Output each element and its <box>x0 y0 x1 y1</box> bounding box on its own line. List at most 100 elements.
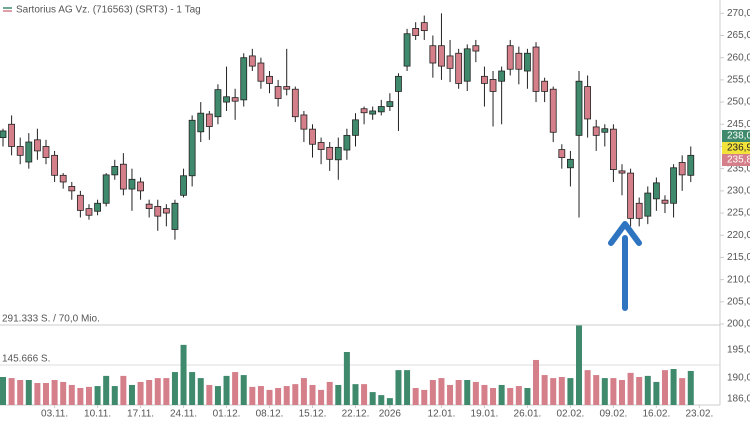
candle-body <box>652 182 660 200</box>
y-tick-label: 255,0 <box>727 75 750 86</box>
volume-bar <box>378 395 385 405</box>
volume-bar <box>421 389 428 405</box>
volume-bar <box>249 386 256 405</box>
candle-body <box>360 108 368 114</box>
candle-body <box>524 52 531 72</box>
volume-bar <box>85 386 92 405</box>
volume-bar <box>318 389 325 405</box>
candle-body <box>386 101 394 107</box>
candle-body <box>395 75 402 92</box>
volume-bar <box>343 352 350 405</box>
volume-axis-label: 190,0 <box>727 373 750 384</box>
volume-bar <box>94 386 101 405</box>
volume-bar <box>309 384 316 405</box>
arrow-head <box>608 221 642 246</box>
candle-body <box>352 119 359 136</box>
volume-bar <box>386 398 393 405</box>
y-tick-label: 225,0 <box>727 208 750 219</box>
x-tick-label: 24.11. <box>170 409 197 420</box>
volume-bar <box>661 370 668 405</box>
x-tick-label: 22.12. <box>342 409 370 420</box>
volume-bar <box>206 384 213 405</box>
volume-bar <box>163 378 170 405</box>
volume-bar <box>472 381 479 405</box>
x-tick-label: 10.11. <box>84 409 111 420</box>
candle-body <box>51 154 58 176</box>
volume-bar <box>223 375 230 405</box>
candle-body <box>145 203 153 210</box>
candle-body <box>532 46 540 92</box>
volume-bar <box>197 378 204 405</box>
candle-body <box>59 174 67 183</box>
volume-bar <box>154 378 161 405</box>
volume-bar <box>352 384 359 405</box>
volume-bar <box>653 381 660 405</box>
candle-body <box>541 80 549 92</box>
candle-body <box>403 33 411 67</box>
volume-bar <box>593 375 600 405</box>
volume-bar <box>68 384 75 405</box>
candle-body <box>455 52 463 84</box>
volume-bar <box>670 369 677 405</box>
candle-body <box>472 45 480 52</box>
candle-body <box>240 57 248 101</box>
volume-bar <box>515 386 522 405</box>
x-tick-label: 19.01. <box>471 409 499 420</box>
volume-bar <box>189 372 196 405</box>
candle-body <box>678 162 686 176</box>
candle-body <box>438 45 445 67</box>
price-marker <box>722 142 750 154</box>
volume-bar <box>51 380 58 405</box>
candle-body <box>343 134 351 151</box>
candle-body <box>326 146 334 160</box>
y-tick-label: 265,0 <box>727 30 750 41</box>
candle-body <box>25 141 33 163</box>
candle-body <box>188 119 196 177</box>
volume-bar <box>687 370 694 405</box>
volume-bar <box>361 384 368 405</box>
candle-body <box>592 126 600 136</box>
candle-body <box>42 146 50 158</box>
volume-bar <box>498 384 505 405</box>
volume-bar <box>455 380 462 405</box>
x-tick-label: 08.12. <box>256 409 284 420</box>
candle-body <box>377 106 385 113</box>
volume-bar <box>567 378 574 405</box>
volume-bar <box>326 381 333 405</box>
candle-body <box>94 202 101 212</box>
candle-body <box>498 70 506 82</box>
x-tick-label: 03.11. <box>41 409 68 420</box>
candle-body <box>180 175 187 196</box>
candle-body <box>205 113 213 127</box>
y-tick-label: 215,0 <box>727 252 750 263</box>
x-tick-label: 02.02. <box>557 409 585 420</box>
candle-body <box>16 146 24 156</box>
candle-body <box>283 86 291 90</box>
x-tick-label: 26.01. <box>514 409 542 420</box>
y-tick-label: 260,0 <box>727 52 750 63</box>
candle-body <box>515 52 523 70</box>
volume-bar <box>601 378 608 405</box>
volume-bar <box>266 389 273 405</box>
volume-bar <box>111 386 118 405</box>
candle-body <box>558 149 566 158</box>
candle-body <box>128 178 136 190</box>
volume-bar <box>335 384 342 405</box>
volume-bar <box>42 383 49 405</box>
candle-body <box>111 166 119 176</box>
candle-body <box>618 170 626 174</box>
candle-body <box>489 79 497 92</box>
candle-body <box>257 62 265 82</box>
volume-bar <box>464 380 471 405</box>
candle-body <box>575 80 583 136</box>
volume-bar <box>34 383 41 405</box>
volume-bar <box>636 376 643 405</box>
x-tick-label: 23.02. <box>685 409 713 420</box>
price-marker-label: 238,0 <box>727 131 750 142</box>
volume-bar <box>283 386 290 405</box>
y-tick-label: 210,0 <box>727 274 750 285</box>
volume-tick-label: 145.666 S. <box>2 354 50 365</box>
candle-body <box>76 194 84 211</box>
